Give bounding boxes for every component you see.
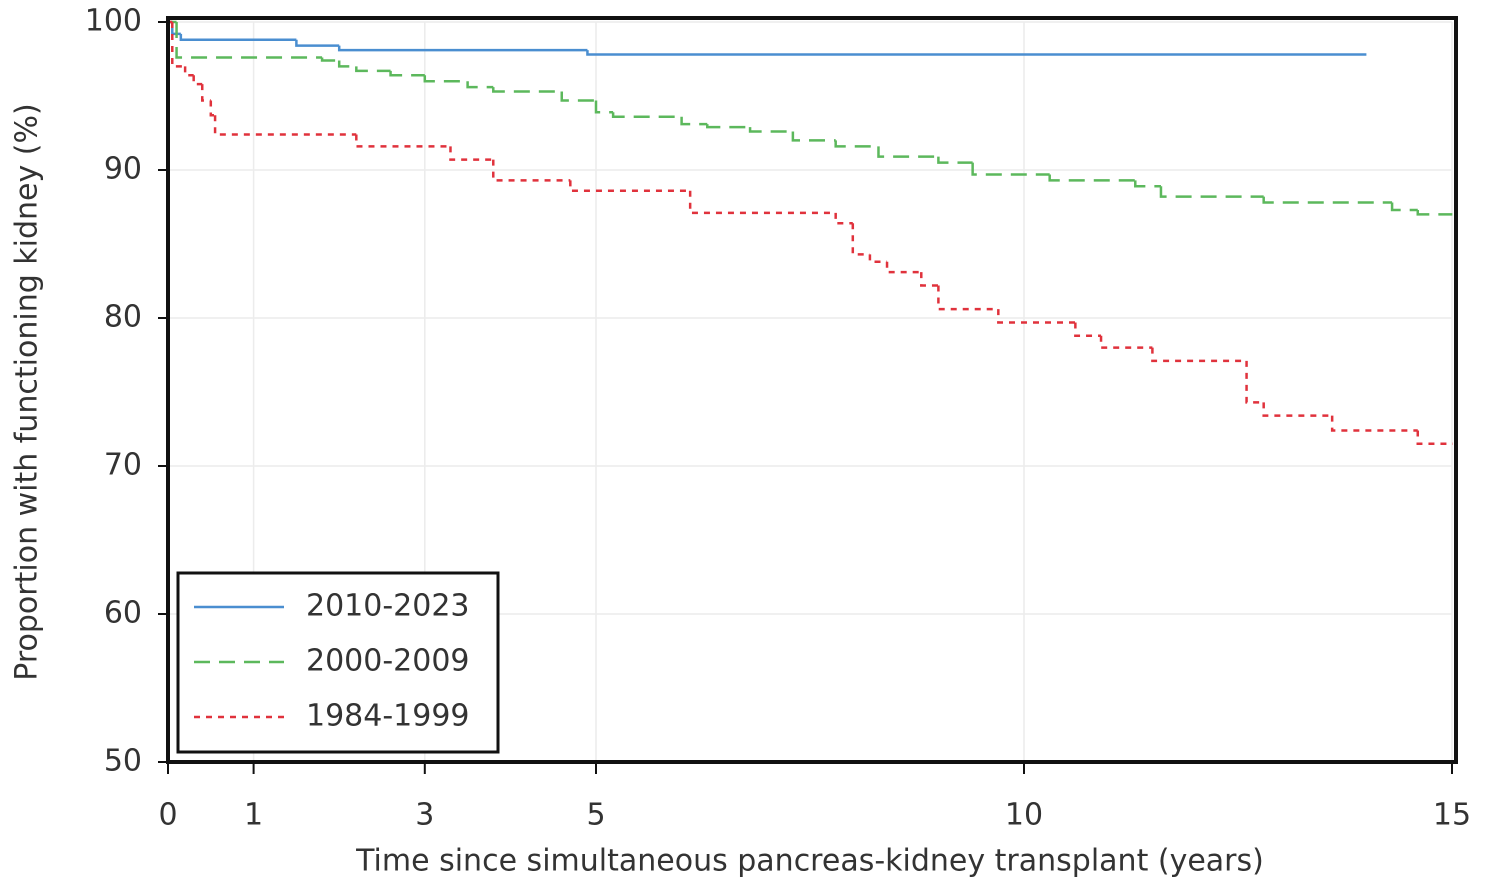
line-segment	[355, 134, 451, 148]
line-segment	[449, 146, 494, 161]
line-segment	[1416, 430, 1452, 446]
line-segment	[688, 190, 836, 215]
x-tick-label: 15	[1433, 798, 1471, 833]
line-segment	[423, 75, 468, 83]
line-segment	[1151, 347, 1247, 363]
line-segment	[1099, 335, 1153, 349]
line-segment	[868, 254, 888, 264]
line-segment	[1390, 202, 1418, 212]
line-segment	[213, 115, 357, 136]
line-segment	[877, 146, 939, 158]
legend-label: 2010-2023	[306, 589, 470, 624]
line-segment	[337, 45, 588, 52]
line-segment	[834, 140, 879, 148]
line-segment	[971, 162, 1050, 176]
line-segment	[1416, 209, 1452, 216]
line-segment	[1048, 174, 1136, 182]
line-segment	[748, 127, 793, 133]
line-segment	[209, 100, 216, 117]
line-segment	[885, 261, 922, 274]
y-axis-label: Proportion with functioning kidney (%)	[10, 103, 45, 680]
line-segment	[937, 285, 999, 311]
line-segment	[320, 57, 340, 62]
x-tick-label: 3	[415, 798, 434, 833]
plot-frame	[166, 16, 1458, 764]
x-tick-label: 10	[1005, 798, 1043, 833]
line-segment	[200, 84, 211, 102]
y-tick-label: 70	[104, 448, 142, 483]
x-tick-label: 0	[158, 798, 177, 833]
line-segment	[1330, 415, 1418, 432]
line-segment	[492, 159, 571, 182]
legend-label: 1984-1999	[306, 699, 470, 734]
line-segment	[594, 100, 614, 114]
line-segment	[1159, 186, 1264, 198]
line-segment	[1262, 196, 1393, 204]
line-segment	[834, 212, 853, 225]
line-segment	[1245, 360, 1264, 404]
line-segment	[179, 33, 297, 42]
y-tick-label: 80	[104, 300, 142, 335]
legend-label: 2000-2009	[306, 644, 470, 679]
y-tick-label: 90	[104, 152, 142, 187]
line-segment	[1134, 180, 1161, 188]
line-segment	[611, 112, 682, 118]
line-segment	[680, 116, 708, 126]
line-segment	[1074, 322, 1102, 338]
line-segment	[851, 223, 870, 256]
line-segment	[295, 39, 340, 47]
line-segment	[706, 124, 751, 129]
line-segment	[171, 22, 186, 68]
line-segment	[920, 272, 939, 287]
line-segment	[997, 309, 1076, 324]
line-segment	[192, 75, 203, 86]
line-segment	[466, 81, 494, 89]
line-segment	[569, 180, 691, 192]
line-segment	[937, 156, 973, 164]
line-segment	[183, 66, 194, 77]
line-segment	[355, 66, 391, 73]
line-segment	[492, 87, 562, 93]
x-tick-label: 1	[244, 798, 263, 833]
line-segment	[389, 70, 425, 77]
x-axis-label: Time since simultaneous pancreas-kidney …	[355, 844, 1264, 879]
y-tick-label: 60	[104, 596, 142, 631]
line-segment	[1262, 402, 1333, 417]
line-segment	[337, 60, 357, 68]
y-tick-label: 100	[85, 4, 142, 39]
x-tick-label: 5	[586, 798, 605, 833]
line-segment	[175, 22, 323, 59]
line-segment	[586, 50, 1367, 56]
line-segment	[791, 131, 836, 142]
y-tick-label: 50	[104, 744, 142, 779]
line-segment	[560, 91, 596, 102]
